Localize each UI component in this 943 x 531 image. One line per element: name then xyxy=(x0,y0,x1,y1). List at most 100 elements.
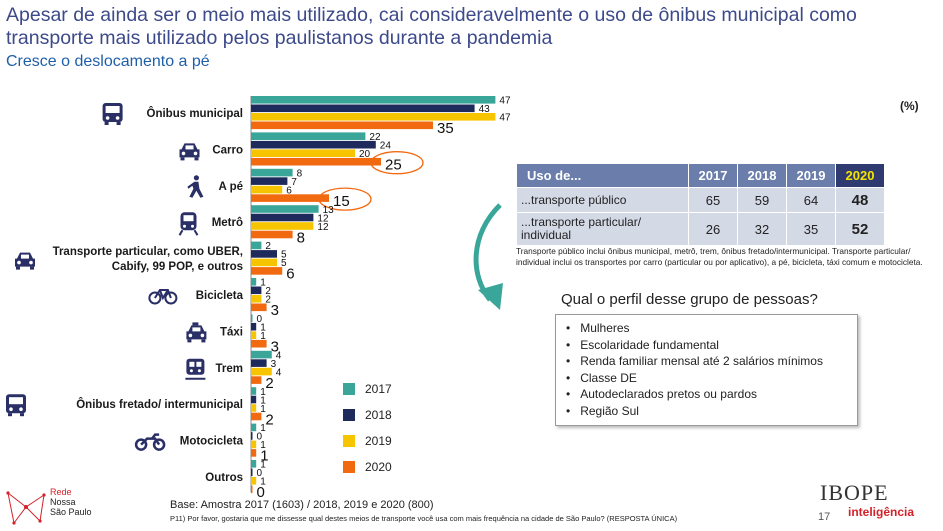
bar xyxy=(251,140,376,149)
table-cell: 52 xyxy=(835,212,885,246)
value-label: 1 xyxy=(260,404,266,415)
value-label: 8 xyxy=(297,229,305,246)
table-header-row: Uso de... 2017 2018 2019 2020 xyxy=(516,163,885,188)
category-label: A pé xyxy=(219,181,244,193)
table-cell: 26 xyxy=(688,212,738,246)
value-label: 47 xyxy=(499,113,511,124)
bar xyxy=(251,440,257,449)
category-label: Outros xyxy=(205,472,243,484)
value-label: 2 xyxy=(265,375,273,392)
value-label: 0 xyxy=(257,468,263,479)
usage-table: Uso de... 2017 2018 2019 2020 ...transpo… xyxy=(516,163,885,246)
bus-icon xyxy=(102,103,123,125)
legend-item-2017: 2017 xyxy=(343,376,392,402)
value-label: 25 xyxy=(385,157,402,174)
bar xyxy=(251,404,257,412)
profile-box: Mulheres Escolaridade fundamental Renda … xyxy=(555,314,858,426)
category-label: Bicicleta xyxy=(196,290,244,302)
table-header-cell: 2017 xyxy=(688,163,738,188)
legend-item-2019: 2019 xyxy=(343,428,392,454)
value-label: 6 xyxy=(286,266,294,283)
question-note: P11) Por favor, gostaria que me dissesse… xyxy=(170,514,678,523)
value-label: 4 xyxy=(276,367,282,378)
table-row: ...transporte particular/ individual 26 … xyxy=(516,212,885,246)
page-subtitle: Cresce o deslocamento a pé xyxy=(6,53,210,70)
bar xyxy=(251,222,314,230)
bar xyxy=(251,177,288,185)
walking-icon xyxy=(187,175,204,198)
value-label: 2 xyxy=(265,241,271,252)
list-item: Escolaridade fundamental xyxy=(566,337,857,354)
chart-legend: 2017 2018 2019 2020 xyxy=(343,376,392,480)
list-item: Região Sul xyxy=(566,403,857,420)
list-item: Mulheres xyxy=(566,320,857,337)
category-label: Metrô xyxy=(212,217,243,229)
bar xyxy=(251,395,257,404)
bar xyxy=(251,149,355,157)
value-label: 24 xyxy=(380,141,392,152)
table-header-cell: 2019 xyxy=(786,163,836,188)
legend-item-2020: 2020 xyxy=(343,454,392,480)
value-label: 3 xyxy=(271,339,279,356)
base-note: Base: Amostra 2017 (1603) / 2018, 2019 e… xyxy=(170,499,434,511)
bar xyxy=(251,185,283,194)
table-row: ...transporte público 65 59 64 48 xyxy=(516,187,885,213)
category-label: Ônibus fretado/ intermunicipal xyxy=(76,398,243,411)
bar xyxy=(251,241,262,250)
table-header-cell: 2020 xyxy=(835,163,885,188)
bar xyxy=(251,250,277,258)
value-label: 1 xyxy=(260,278,266,289)
bar xyxy=(251,258,277,267)
bar xyxy=(251,157,381,166)
value-label: 1 xyxy=(260,323,266,334)
bar xyxy=(251,376,262,384)
legend-item-2018: 2018 xyxy=(343,402,392,428)
category-label: Táxi xyxy=(220,326,243,338)
bar xyxy=(251,367,272,376)
value-label: 1 xyxy=(260,440,266,451)
ibope-logo: IBOPE xyxy=(820,480,889,505)
bar xyxy=(251,477,257,485)
table-cell: 64 xyxy=(786,187,836,213)
value-label: 47 xyxy=(499,96,511,107)
bar xyxy=(251,194,329,202)
value-label: 1 xyxy=(260,423,266,434)
bar xyxy=(251,303,267,312)
bar xyxy=(251,331,257,339)
rede-logo-text: Rede Nossa São Paulo xyxy=(50,487,92,517)
page-title: Apesar de ainda ser o meio mais utilizad… xyxy=(6,4,857,49)
value-label: 4 xyxy=(276,350,282,361)
value-label: 3 xyxy=(271,359,277,370)
bar xyxy=(251,412,262,421)
value-label: 12 xyxy=(317,222,329,233)
list-item: Autodeclarados pretos ou pardos xyxy=(566,386,857,403)
value-label: 5 xyxy=(281,258,287,269)
bar xyxy=(251,449,257,457)
table-cell: ...transporte particular/ individual xyxy=(516,212,689,246)
highlight-circle xyxy=(370,151,424,175)
category-label: Cabify, 99 POP, e outros xyxy=(112,261,243,273)
bar xyxy=(251,314,253,322)
bar xyxy=(251,359,267,367)
category-label: Trem xyxy=(216,363,244,375)
motorcycle-icon xyxy=(134,433,166,451)
value-label: 0 xyxy=(257,432,263,443)
bar xyxy=(251,278,257,286)
bar xyxy=(251,432,253,440)
category-label: Motocicleta xyxy=(180,436,244,448)
value-label: 22 xyxy=(369,132,381,143)
value-label: 15 xyxy=(333,193,350,210)
bus-icon xyxy=(6,394,26,417)
value-label: 1 xyxy=(260,477,266,488)
value-label: 2 xyxy=(265,295,271,306)
bar xyxy=(251,295,262,303)
category-label: Transporte particular, como UBER, xyxy=(53,246,243,258)
bar xyxy=(251,104,475,113)
value-label: 5 xyxy=(281,250,287,261)
value-label: 3 xyxy=(271,302,279,319)
legend-swatch xyxy=(343,461,355,473)
arrow-head-icon xyxy=(478,283,503,310)
bar xyxy=(251,286,262,295)
value-label: 35 xyxy=(437,120,454,137)
train-icon xyxy=(185,358,206,380)
